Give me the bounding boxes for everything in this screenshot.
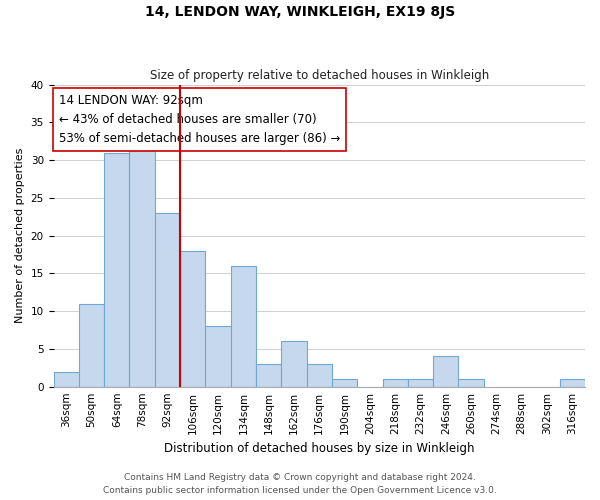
Bar (433, 356, 458, 386)
Title: Size of property relative to detached houses in Winkleigh: Size of property relative to detached ho… (149, 69, 489, 82)
Y-axis label: Number of detached properties: Number of detached properties (15, 148, 25, 324)
Bar (458, 379, 484, 386)
Bar (332, 379, 357, 386)
Bar (281, 342, 307, 386)
Bar (104, 152, 130, 386)
Text: 14 LENDON WAY: 92sqm
← 43% of detached houses are smaller (70)
53% of semi-detac: 14 LENDON WAY: 92sqm ← 43% of detached h… (59, 94, 340, 144)
Bar (205, 326, 230, 386)
Bar (307, 364, 332, 386)
X-axis label: Distribution of detached houses by size in Winkleigh: Distribution of detached houses by size … (164, 442, 475, 455)
Bar (53, 372, 79, 386)
Bar (383, 379, 408, 386)
Bar (408, 379, 433, 386)
Bar (79, 304, 104, 386)
Bar (180, 250, 205, 386)
Bar (230, 266, 256, 386)
Text: 14, LENDON WAY, WINKLEIGH, EX19 8JS: 14, LENDON WAY, WINKLEIGH, EX19 8JS (145, 5, 455, 19)
Bar (560, 379, 585, 386)
Bar (155, 213, 180, 386)
Bar (256, 364, 281, 386)
Text: Contains HM Land Registry data © Crown copyright and database right 2024.
Contai: Contains HM Land Registry data © Crown c… (103, 474, 497, 495)
Bar (130, 145, 155, 386)
